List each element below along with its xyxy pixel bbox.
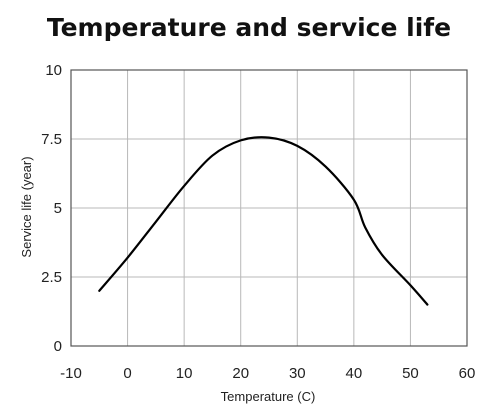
y-tick-label-0: 0 (54, 338, 62, 355)
chart-title: Temperature and service life (47, 13, 451, 42)
x-tick-label-6: 50 (402, 365, 419, 382)
x-axis-ticks: -10 0 10 20 30 40 50 60 (60, 365, 475, 382)
x-axis-title: Temperature (C) (221, 389, 316, 404)
x-tick-label-2: 10 (176, 365, 193, 382)
x-tick-label-1: 0 (123, 365, 131, 382)
x-tick-label-7: 60 (459, 365, 476, 382)
y-tick-label-3: 7.5 (41, 131, 62, 148)
x-tick-label-3: 20 (232, 365, 249, 382)
y-tick-label-2: 5 (54, 200, 62, 217)
plot-area-frame (70, 69, 468, 347)
y-axis-title: Service life (year) (19, 156, 34, 257)
y-tick-label-1: 2.5 (41, 269, 62, 286)
y-axis-ticks: 0 2.5 5 7.5 10 (41, 62, 62, 355)
x-tick-label-5: 40 (346, 365, 363, 382)
series-line-0 (98, 136, 429, 306)
y-tick-label-4: 10 (45, 62, 62, 79)
x-tick-label-4: 30 (289, 365, 306, 382)
series-layer (98, 136, 429, 306)
x-tick-label-0: -10 (60, 365, 82, 382)
grid (70, 69, 468, 347)
